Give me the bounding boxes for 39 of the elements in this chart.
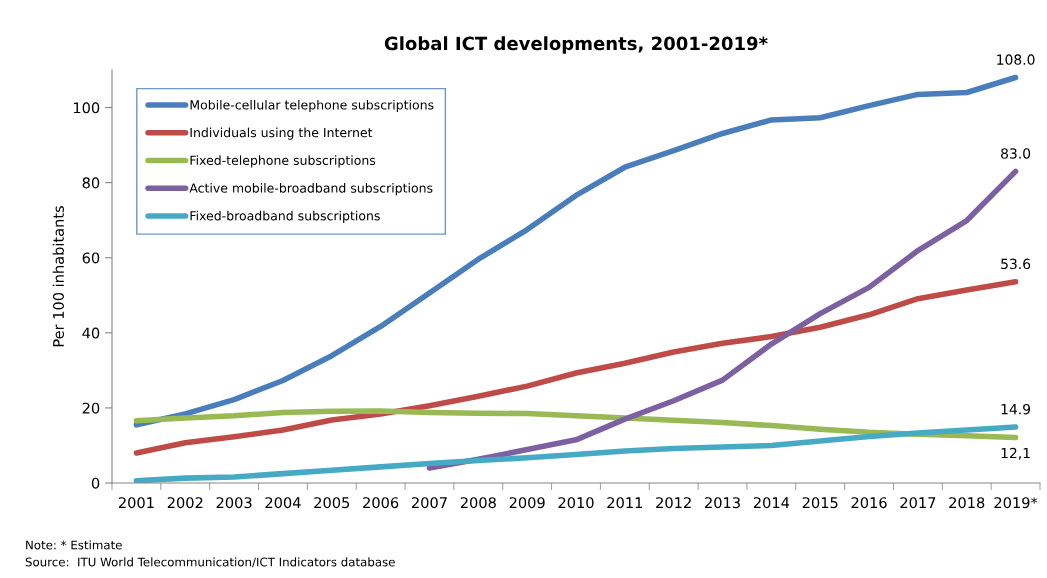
legend-label: Individuals using the Internet [190,127,373,140]
x-tick-label: 2015 [802,497,838,509]
x-tick-label: 2012 [656,497,691,509]
x-tick-label: 2005 [314,497,350,509]
annotation: 14.9 [1001,403,1031,415]
legend-label: Mobile-cellular telephone subscriptions [190,99,434,112]
annotation: 108.0 [997,54,1035,65]
annotation: 12,1 [1001,447,1030,460]
x-tick-label: 2004 [265,497,301,509]
x-tick-label: 2006 [363,497,399,509]
x-tick-label: 2019* [994,497,1038,509]
x-tick-label: 2010 [558,497,594,509]
legend-label: Fixed-broadband subscriptions [190,210,380,223]
x-tick-label: 2008 [460,497,496,509]
legend-label: Active mobile-broadband subscriptions [189,183,433,196]
x-tick-label: 2002 [167,497,203,509]
legend-label: Fixed-telephone subscriptions [190,155,376,168]
x-tick-label: 2001 [118,497,154,509]
y-tick-label: 80 [82,177,100,189]
x-tick-label: 2018 [949,497,985,509]
y-tick-label: 0 [91,477,100,489]
y-tick-label: 60 [82,252,100,264]
y-tick-label: 20 [82,402,100,414]
x-tick-label: 2009 [509,497,545,509]
chart-title: Global ICT developments, 2001-2019* [384,36,768,54]
annotation: 83.0 [1001,148,1031,159]
x-tick-label: 2007 [411,497,447,509]
x-tick-label: 2014 [753,497,790,509]
x-tick-label: 2017 [900,497,936,509]
annotation: 53.6 [1001,258,1031,270]
x-tick-label: 2011 [607,497,643,509]
y-tick-label: 100 [73,102,100,114]
text: Note: * Estimate [26,540,122,550]
y-tick-label: 40 [82,327,100,339]
source-note: Source: ITU World Telecommunication/ICT Indicators database [25,557,395,568]
x-tick-label: 2016 [851,497,887,509]
y-axis-title: Per 100 inhabitants [52,206,64,347]
x-tick-label: 2013 [705,497,740,509]
x-tick-label: 2003 [216,497,252,509]
